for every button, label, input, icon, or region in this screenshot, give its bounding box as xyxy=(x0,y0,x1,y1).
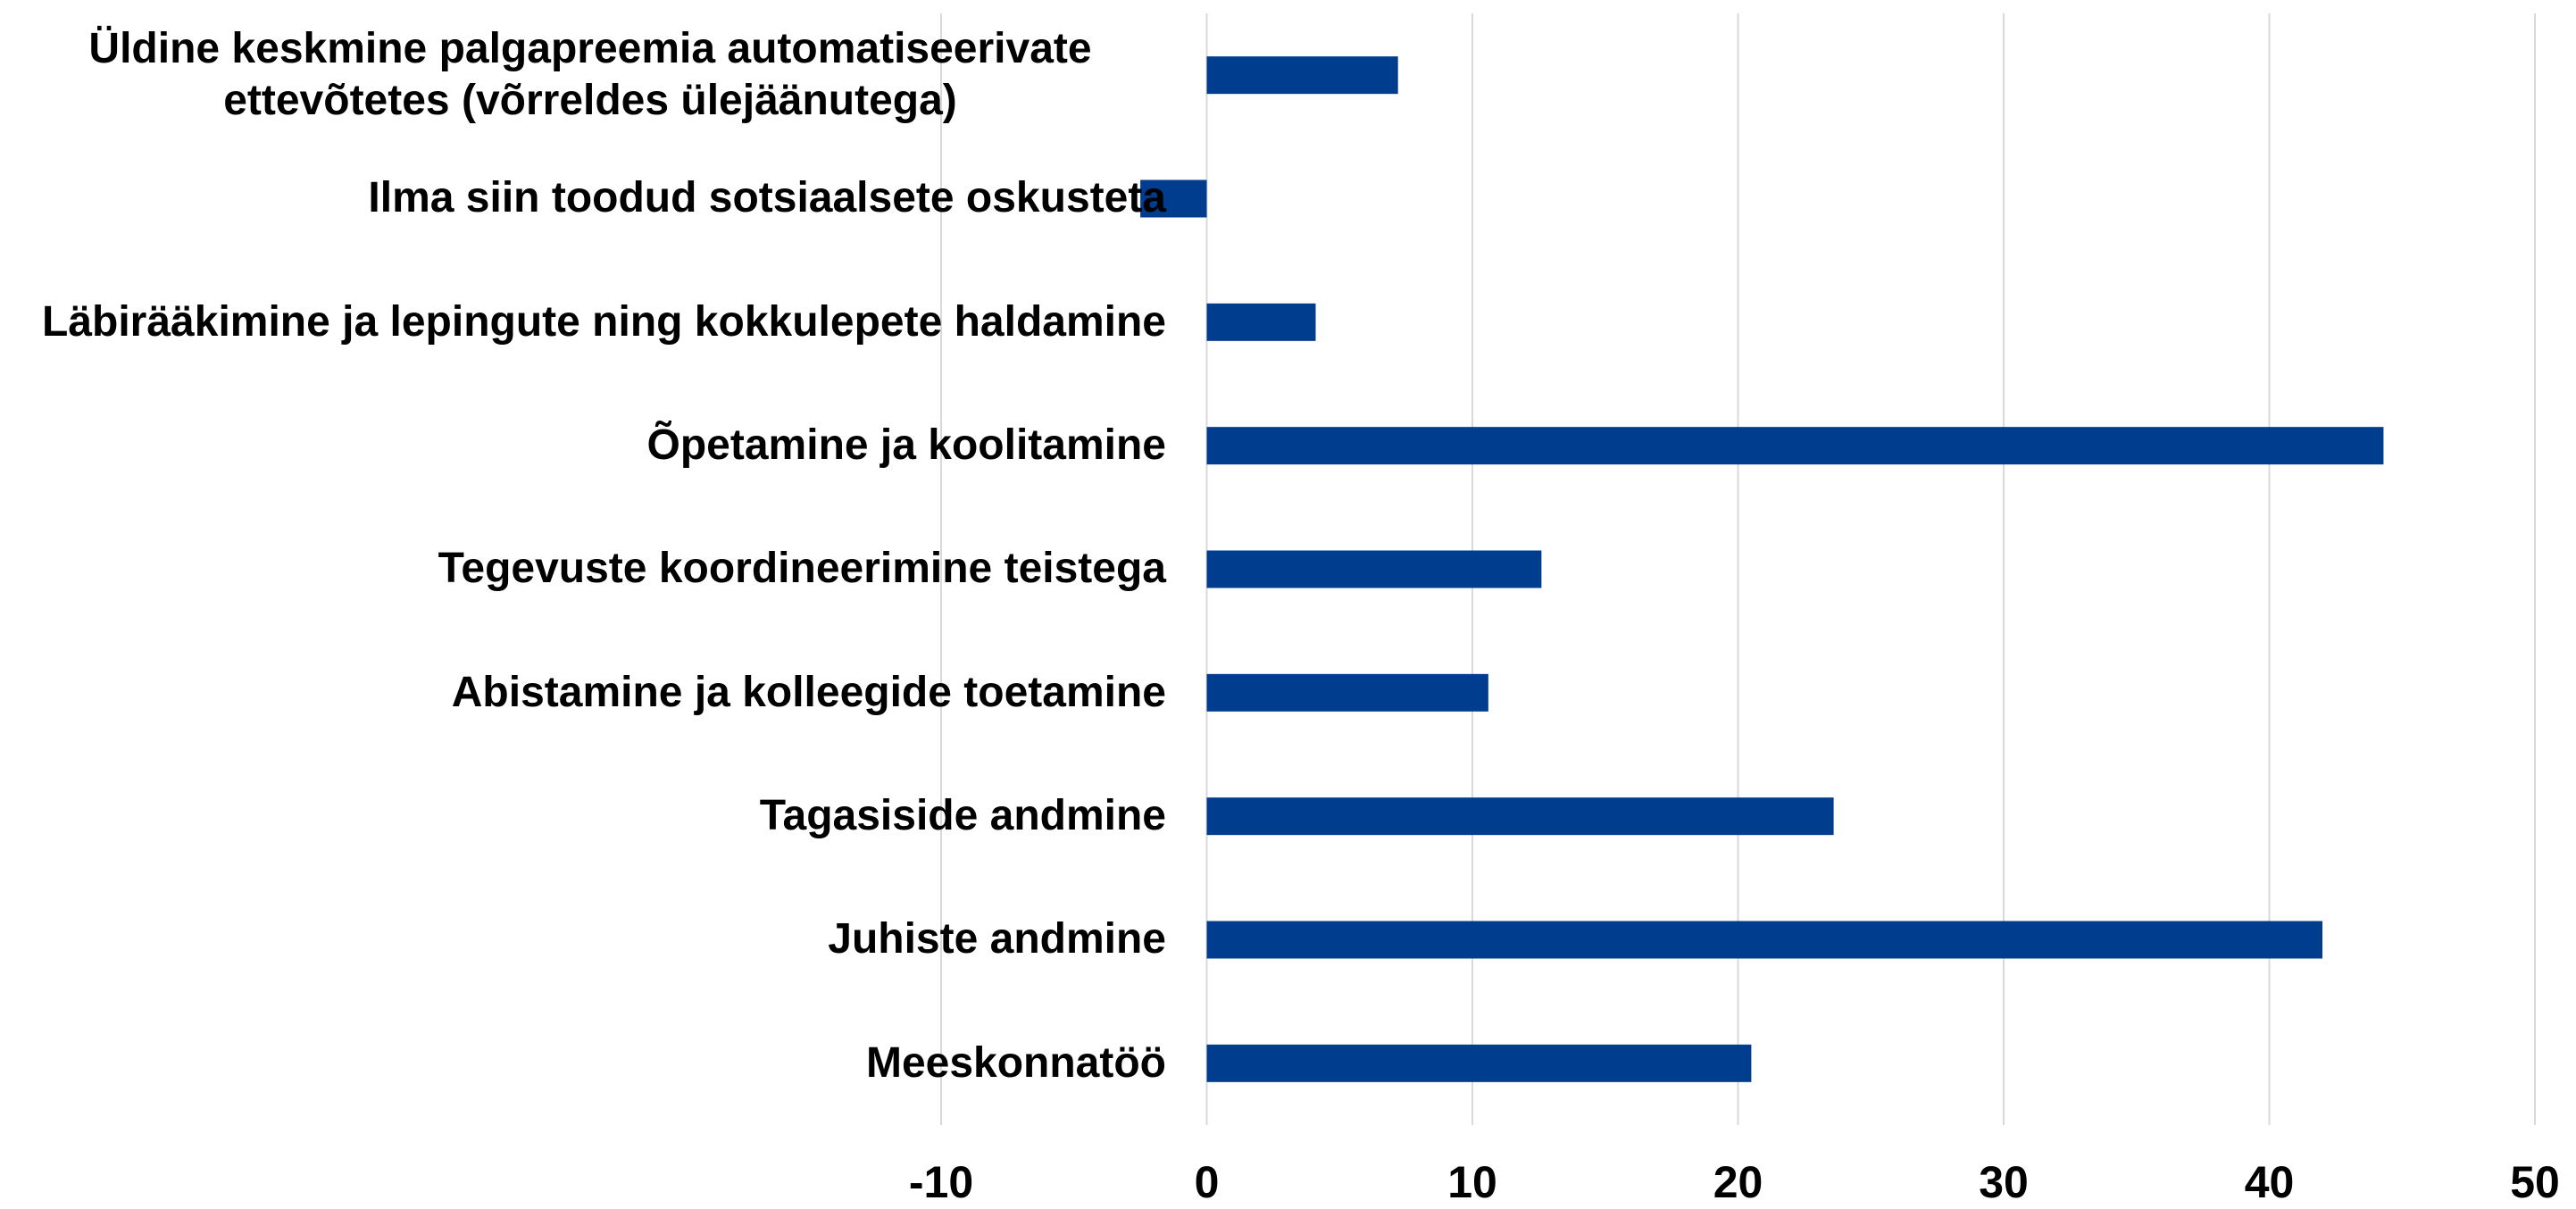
bar xyxy=(1206,673,1488,712)
x-tick-label: 50 xyxy=(2510,1157,2560,1207)
x-tick-label: 40 xyxy=(2245,1157,2295,1207)
category-text: Abistamine ja kolleegide toetamine xyxy=(451,668,1166,716)
bar xyxy=(1206,921,2322,959)
category-text: Ilma siin toodud sotsiaalsete oskusteta xyxy=(368,174,1166,222)
category-label: Juhiste andmine xyxy=(0,878,1166,1001)
x-tick-label: 20 xyxy=(1713,1157,1763,1207)
x-tick-label: -10 xyxy=(909,1157,973,1207)
bar xyxy=(1206,1044,1752,1082)
bar xyxy=(1206,303,1316,341)
category-label: Tagasiside andmine xyxy=(0,755,1166,878)
category-label: Abistamine ja kolleegide toetamine xyxy=(0,631,1166,755)
category-text: Meeskonnatöö xyxy=(865,1038,1166,1087)
category-text: Läbirääkimine ja lepingute ning kokkulep… xyxy=(42,297,1166,346)
bar xyxy=(1206,550,1542,588)
x-tick-label: 30 xyxy=(1979,1157,2029,1207)
category-label: Meeskonnatöö xyxy=(0,1002,1166,1125)
x-tick-label: 10 xyxy=(1447,1157,1497,1207)
bar xyxy=(1206,797,1834,836)
category-label: Ilma siin toodud sotsiaalsete oskusteta xyxy=(0,137,1166,260)
bar xyxy=(1140,179,1207,218)
category-label: Üldine keskmine palgapreemia automatisee… xyxy=(0,13,1166,137)
bar xyxy=(1206,427,2384,465)
bar xyxy=(1206,56,1398,95)
x-tick-label: 0 xyxy=(1195,1157,1220,1207)
category-text: Tagasiside andmine xyxy=(759,792,1166,840)
category-label: Õpetamine ja koolitamine xyxy=(0,384,1166,507)
category-text: Juhiste andmine xyxy=(828,915,1166,963)
category-label: Tegevuste koordineerimine teistega xyxy=(0,507,1166,630)
category-label: Läbirääkimine ja lepingute ning kokkulep… xyxy=(0,261,1166,384)
category-text: Tegevuste koordineerimine teistega xyxy=(438,545,1166,593)
category-text: Üldine keskmine palgapreemia automatisee… xyxy=(88,25,1092,125)
category-text: Õpetamine ja koolitamine xyxy=(646,421,1166,470)
